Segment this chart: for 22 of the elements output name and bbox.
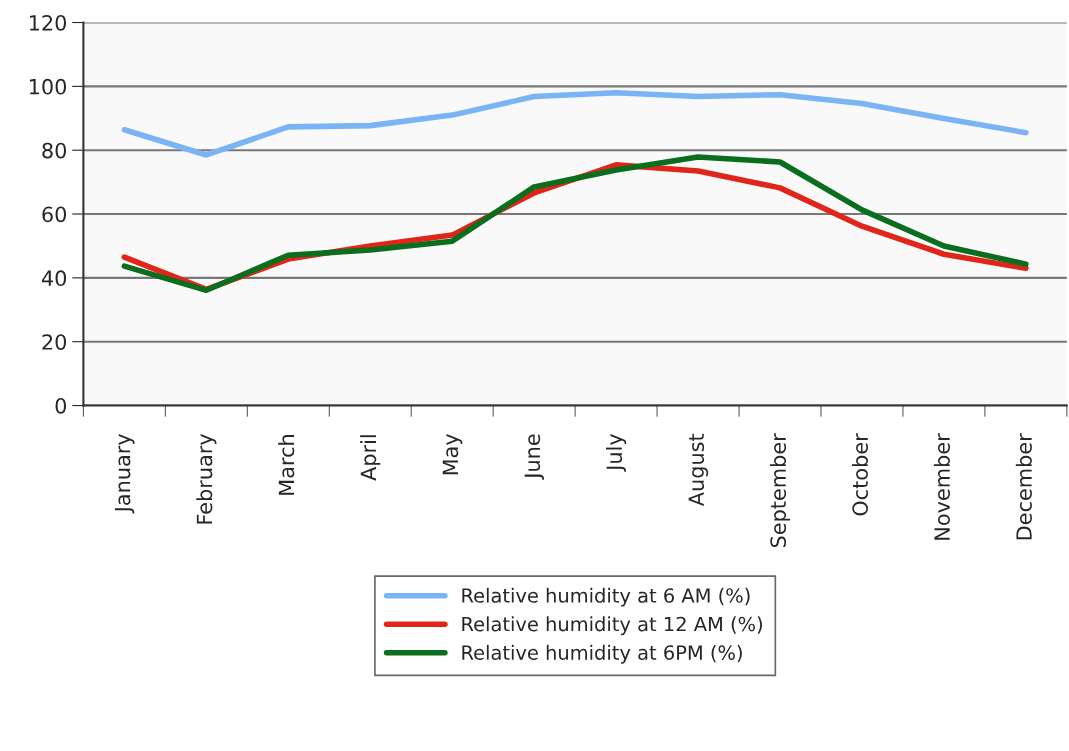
y-tick-label: 20 bbox=[42, 334, 67, 350]
x-tick-label: May bbox=[442, 433, 463, 475]
legend-label: Relative humidity at 6PM (%) bbox=[462, 644, 742, 664]
x-tick-label: February bbox=[196, 433, 217, 524]
legend-label: Relative humidity at 12 AM (%) bbox=[462, 616, 762, 636]
x-tick-label: August bbox=[688, 433, 709, 507]
y-tick-label: 60 bbox=[42, 206, 67, 223]
y-tick-label: 0 bbox=[55, 397, 67, 414]
x-tick-label: January bbox=[114, 433, 135, 514]
x-tick-label: October bbox=[851, 433, 869, 516]
y-tick-label: 80 bbox=[42, 142, 67, 159]
x-tick-label: April bbox=[360, 435, 381, 481]
x-tick-label: September bbox=[769, 433, 791, 548]
x-tick-label: July bbox=[606, 433, 627, 472]
x-tick-label: March bbox=[278, 435, 295, 495]
x-tick-label: December bbox=[1015, 433, 1032, 540]
x-tick-label: June bbox=[524, 434, 545, 480]
legend-label: Relative humidity at 6 AM (%) bbox=[462, 587, 750, 607]
y-tick-label: 120 bbox=[29, 14, 67, 31]
y-tick-label: 40 bbox=[41, 270, 67, 287]
y-tick-label: 100 bbox=[29, 78, 67, 95]
x-tick-label: November bbox=[933, 433, 950, 540]
